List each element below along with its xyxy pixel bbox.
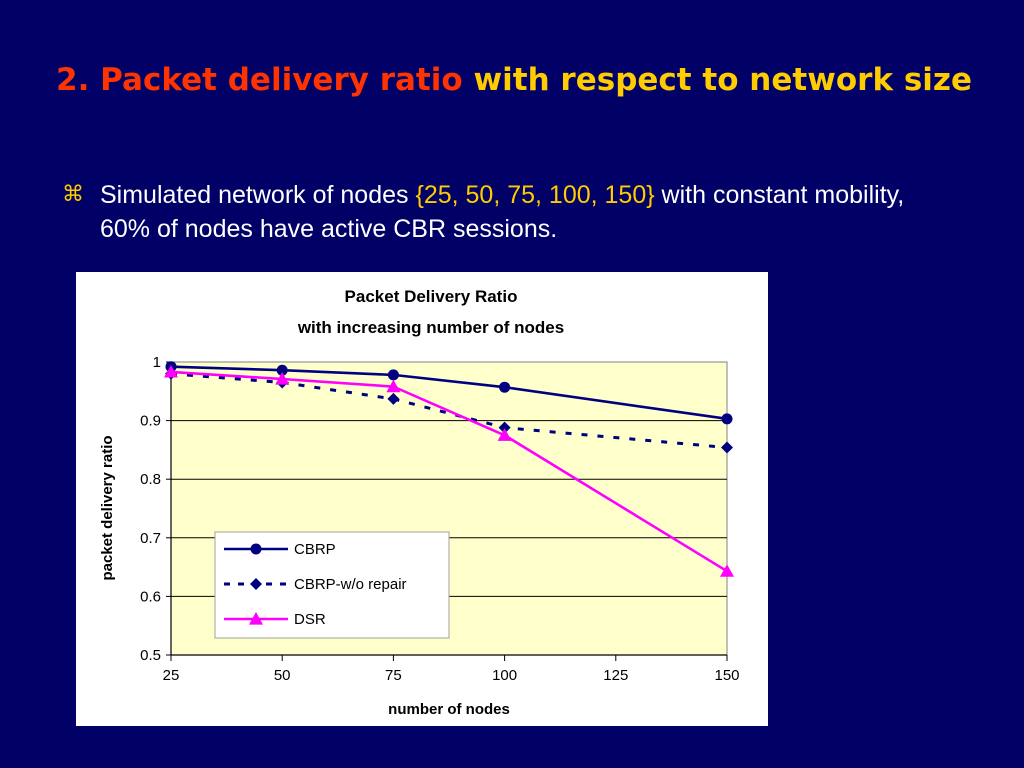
data-point-cbrp-w-o-repair-100	[498, 421, 511, 434]
data-point-dsr-100	[497, 428, 512, 441]
x-tick-label-150: 150	[714, 667, 739, 684]
y-tick-label-0.9: 0.9	[140, 413, 161, 430]
data-point-cbrp-100	[499, 381, 511, 393]
chart-subtitle: with increasing number of nodes	[297, 318, 564, 337]
chart-svg: Packet Delivery Ratio with increasing nu…	[99, 287, 740, 718]
bullet-text-part1: Simulated network of nodes	[100, 181, 416, 209]
y-axis-label: packet delivery ratio	[99, 435, 116, 580]
chart: Packet Delivery Ratio with increasing nu…	[76, 272, 768, 726]
data-point-cbrp-150	[721, 413, 733, 425]
data-point-cbrp-75	[387, 369, 399, 381]
bullet-text-part2: with constant mobility, 60% of nodes hav…	[100, 181, 905, 243]
data-point-cbrp-w-o-repair-150	[721, 441, 733, 454]
data-point-dsr-150	[720, 564, 734, 577]
x-axis-label: number of nodes	[388, 701, 510, 718]
y-tick-label-0.5: 0.5	[140, 647, 161, 664]
bullet-highlight: {25, 50, 75, 100, 150}	[415, 181, 655, 209]
legend-label-cbrp-w-o-repair: CBRP-w/o repair	[294, 576, 407, 593]
legend-label-dsr: DSR	[294, 611, 326, 628]
bullet-icon: ⌘	[62, 182, 84, 207]
legend-marker-dsr	[249, 612, 263, 625]
title-part-yellow: with respect to network size	[473, 62, 972, 98]
x-tick-label-125: 125	[603, 667, 628, 684]
data-point-cbrp-w-o-repair-75	[387, 392, 400, 405]
title-part-red: 2. Packet delivery ratio	[56, 62, 463, 98]
data-point-dsr-75	[386, 379, 401, 393]
x-tick-label-100: 100	[492, 667, 517, 684]
chart-title: Packet Delivery Ratio	[345, 287, 518, 306]
x-tick-label-50: 50	[274, 667, 291, 684]
x-tick-label-75: 75	[385, 667, 402, 684]
data-point-dsr-25	[164, 364, 178, 378]
x-tick-label-25: 25	[163, 667, 180, 684]
legend-marker-cbrp	[250, 543, 262, 555]
y-tick-label-0.6: 0.6	[140, 588, 161, 605]
bullet-text: Simulated network of nodes {25, 50, 75, …	[100, 178, 960, 246]
y-tick-label-0.7: 0.7	[140, 530, 161, 547]
data-point-dsr-50	[275, 371, 290, 385]
data-point-cbrp-50	[276, 364, 288, 376]
legend-marker-cbrp-w-o-repair	[250, 578, 262, 590]
y-tick-label-1: 1	[153, 354, 161, 371]
series-lines	[164, 361, 734, 577]
slide-title: 2. Packet delivery ratio with respect to…	[56, 58, 996, 102]
legend-label-cbrp: CBRP	[294, 541, 336, 558]
y-tick-label-0.8: 0.8	[140, 471, 161, 488]
legend: CBRP CBRP-w/o repair DSR	[214, 531, 450, 639]
